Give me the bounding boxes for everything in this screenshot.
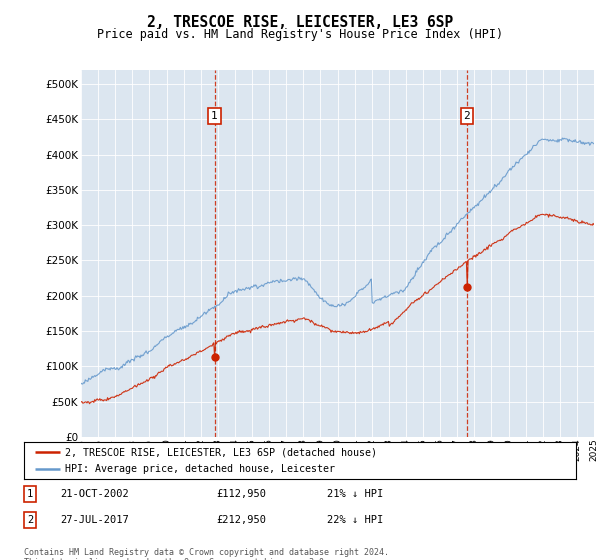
Text: 21% ↓ HPI: 21% ↓ HPI <box>327 489 383 499</box>
Text: 2: 2 <box>464 111 470 121</box>
Text: 2, TRESCOE RISE, LEICESTER, LE3 6SP (detached house): 2, TRESCOE RISE, LEICESTER, LE3 6SP (det… <box>65 447 377 457</box>
Text: 22% ↓ HPI: 22% ↓ HPI <box>327 515 383 525</box>
Text: 21-OCT-2002: 21-OCT-2002 <box>60 489 129 499</box>
Text: 1: 1 <box>211 111 218 121</box>
Text: 1: 1 <box>27 489 33 499</box>
Text: Price paid vs. HM Land Registry's House Price Index (HPI): Price paid vs. HM Land Registry's House … <box>97 28 503 41</box>
Text: £112,950: £112,950 <box>216 489 266 499</box>
Text: HPI: Average price, detached house, Leicester: HPI: Average price, detached house, Leic… <box>65 464 335 474</box>
Text: £212,950: £212,950 <box>216 515 266 525</box>
Text: 2: 2 <box>27 515 33 525</box>
Text: 27-JUL-2017: 27-JUL-2017 <box>60 515 129 525</box>
Text: 2, TRESCOE RISE, LEICESTER, LE3 6SP: 2, TRESCOE RISE, LEICESTER, LE3 6SP <box>147 15 453 30</box>
Text: Contains HM Land Registry data © Crown copyright and database right 2024.
This d: Contains HM Land Registry data © Crown c… <box>24 548 389 560</box>
